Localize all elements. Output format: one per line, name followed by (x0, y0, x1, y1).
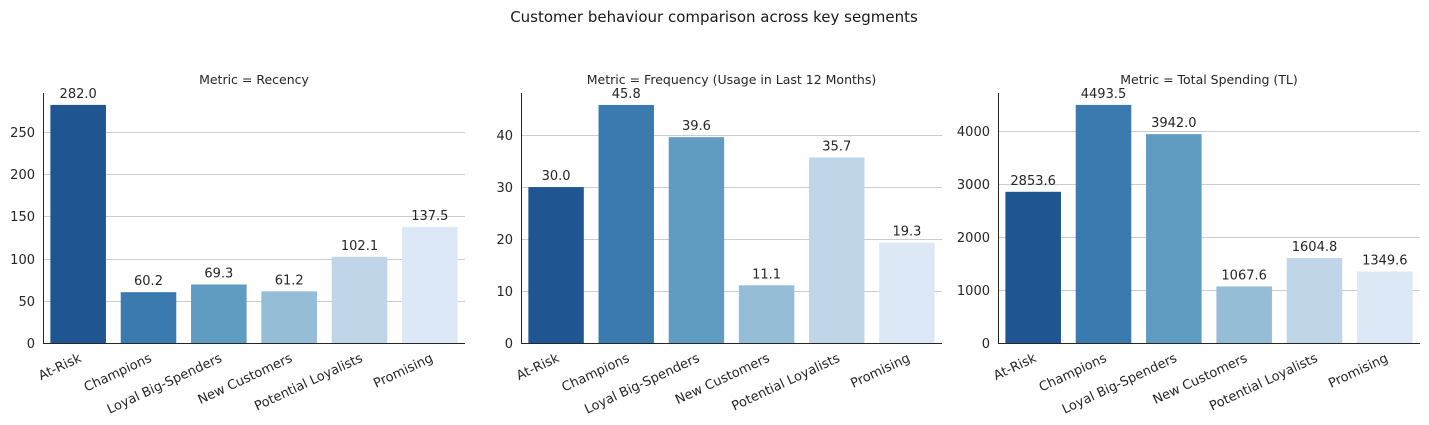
chart-panel-2: Metric = Frequency (Usage in Last 12 Mon… (496, 72, 942, 417)
data-label: 4493.5 (1081, 87, 1127, 102)
panel-title: Metric = Frequency (Usage in Last 12 Mon… (587, 72, 876, 87)
bar (1357, 271, 1413, 343)
y-tick-label: 20 (496, 233, 513, 248)
bar (738, 285, 795, 343)
data-label: 30.0 (542, 169, 571, 184)
x-tick-label: Promising (1326, 351, 1390, 392)
y-tick-label: 50 (18, 295, 35, 310)
data-label: 39.6 (682, 119, 711, 134)
y-tick-label: 0 (505, 337, 513, 352)
panel-title: Metric = Total Spending (TL) (1120, 72, 1298, 87)
x-tick-label: Loyal Big-Spenders (1060, 351, 1180, 417)
data-label: 61.2 (275, 273, 304, 288)
figure-title: Customer behaviour comparison across key… (510, 8, 918, 26)
data-label: 1349.6 (1362, 253, 1408, 268)
data-label: 282.0 (60, 87, 97, 102)
bar (598, 104, 654, 344)
data-label: 35.7 (822, 139, 851, 154)
data-label: 3942.0 (1151, 116, 1197, 131)
y-tick-label: 4000 (957, 125, 990, 140)
bar (50, 104, 106, 344)
x-tick-label: Promising (848, 351, 912, 392)
data-label: 45.8 (612, 87, 641, 102)
bar (1146, 134, 1202, 343)
y-tick-label: 0 (982, 337, 990, 352)
panel-title: Metric = Recency (199, 72, 309, 87)
data-label: 60.2 (134, 274, 163, 289)
x-tick-label: At-Risk (991, 351, 1039, 384)
bar (668, 137, 725, 343)
y-tick-label: 250 (10, 126, 35, 141)
bar (809, 157, 865, 343)
y-tick-label: 200 (10, 168, 35, 183)
bar (1286, 257, 1343, 343)
y-tick-label: 10 (496, 285, 513, 300)
y-tick-label: 40 (496, 129, 513, 144)
bar (120, 292, 177, 343)
y-tick-label: 0 (27, 337, 35, 352)
bar (879, 242, 935, 343)
x-tick-label: At-Risk (514, 351, 562, 384)
data-label: 69.3 (204, 266, 233, 281)
chart-panel-1: Metric = Recency 0 50 100 150 200 250 282.0 At-R… (10, 72, 465, 417)
data-label: 2853.6 (1010, 174, 1056, 189)
bar (528, 187, 584, 343)
bar (331, 256, 388, 343)
y-tick-label: 30 (496, 181, 513, 196)
data-label: 1067.6 (1221, 268, 1267, 283)
x-tick-label: Loyal Big-Spenders (105, 351, 225, 417)
bar (402, 226, 458, 343)
y-tick-label: 150 (10, 210, 35, 225)
x-tick-label: Promising (371, 351, 435, 392)
panels: Metric = Recency050100150200250282.0At-R… (10, 72, 1420, 417)
y-tick-label: 100 (10, 253, 35, 268)
bar (1075, 104, 1132, 343)
bar (261, 291, 317, 343)
data-label: 19.3 (892, 225, 921, 240)
data-label: 11.1 (752, 267, 781, 282)
chart-panel-3: Metric = Total Spending (TL) 0 1000 2000 300… (957, 72, 1420, 417)
data-label: 1604.8 (1292, 240, 1338, 255)
y-tick-label: 1000 (957, 284, 990, 299)
bar (191, 284, 247, 343)
y-tick-label: 3000 (957, 178, 990, 193)
data-label: 102.1 (341, 239, 378, 254)
bar (1216, 286, 1272, 343)
bar (1005, 191, 1061, 343)
data-label: 137.5 (411, 209, 448, 224)
x-tick-label: Loyal Big-Spenders (583, 351, 703, 417)
x-tick-label: At-Risk (36, 351, 84, 384)
y-tick-label: 2000 (957, 231, 990, 246)
